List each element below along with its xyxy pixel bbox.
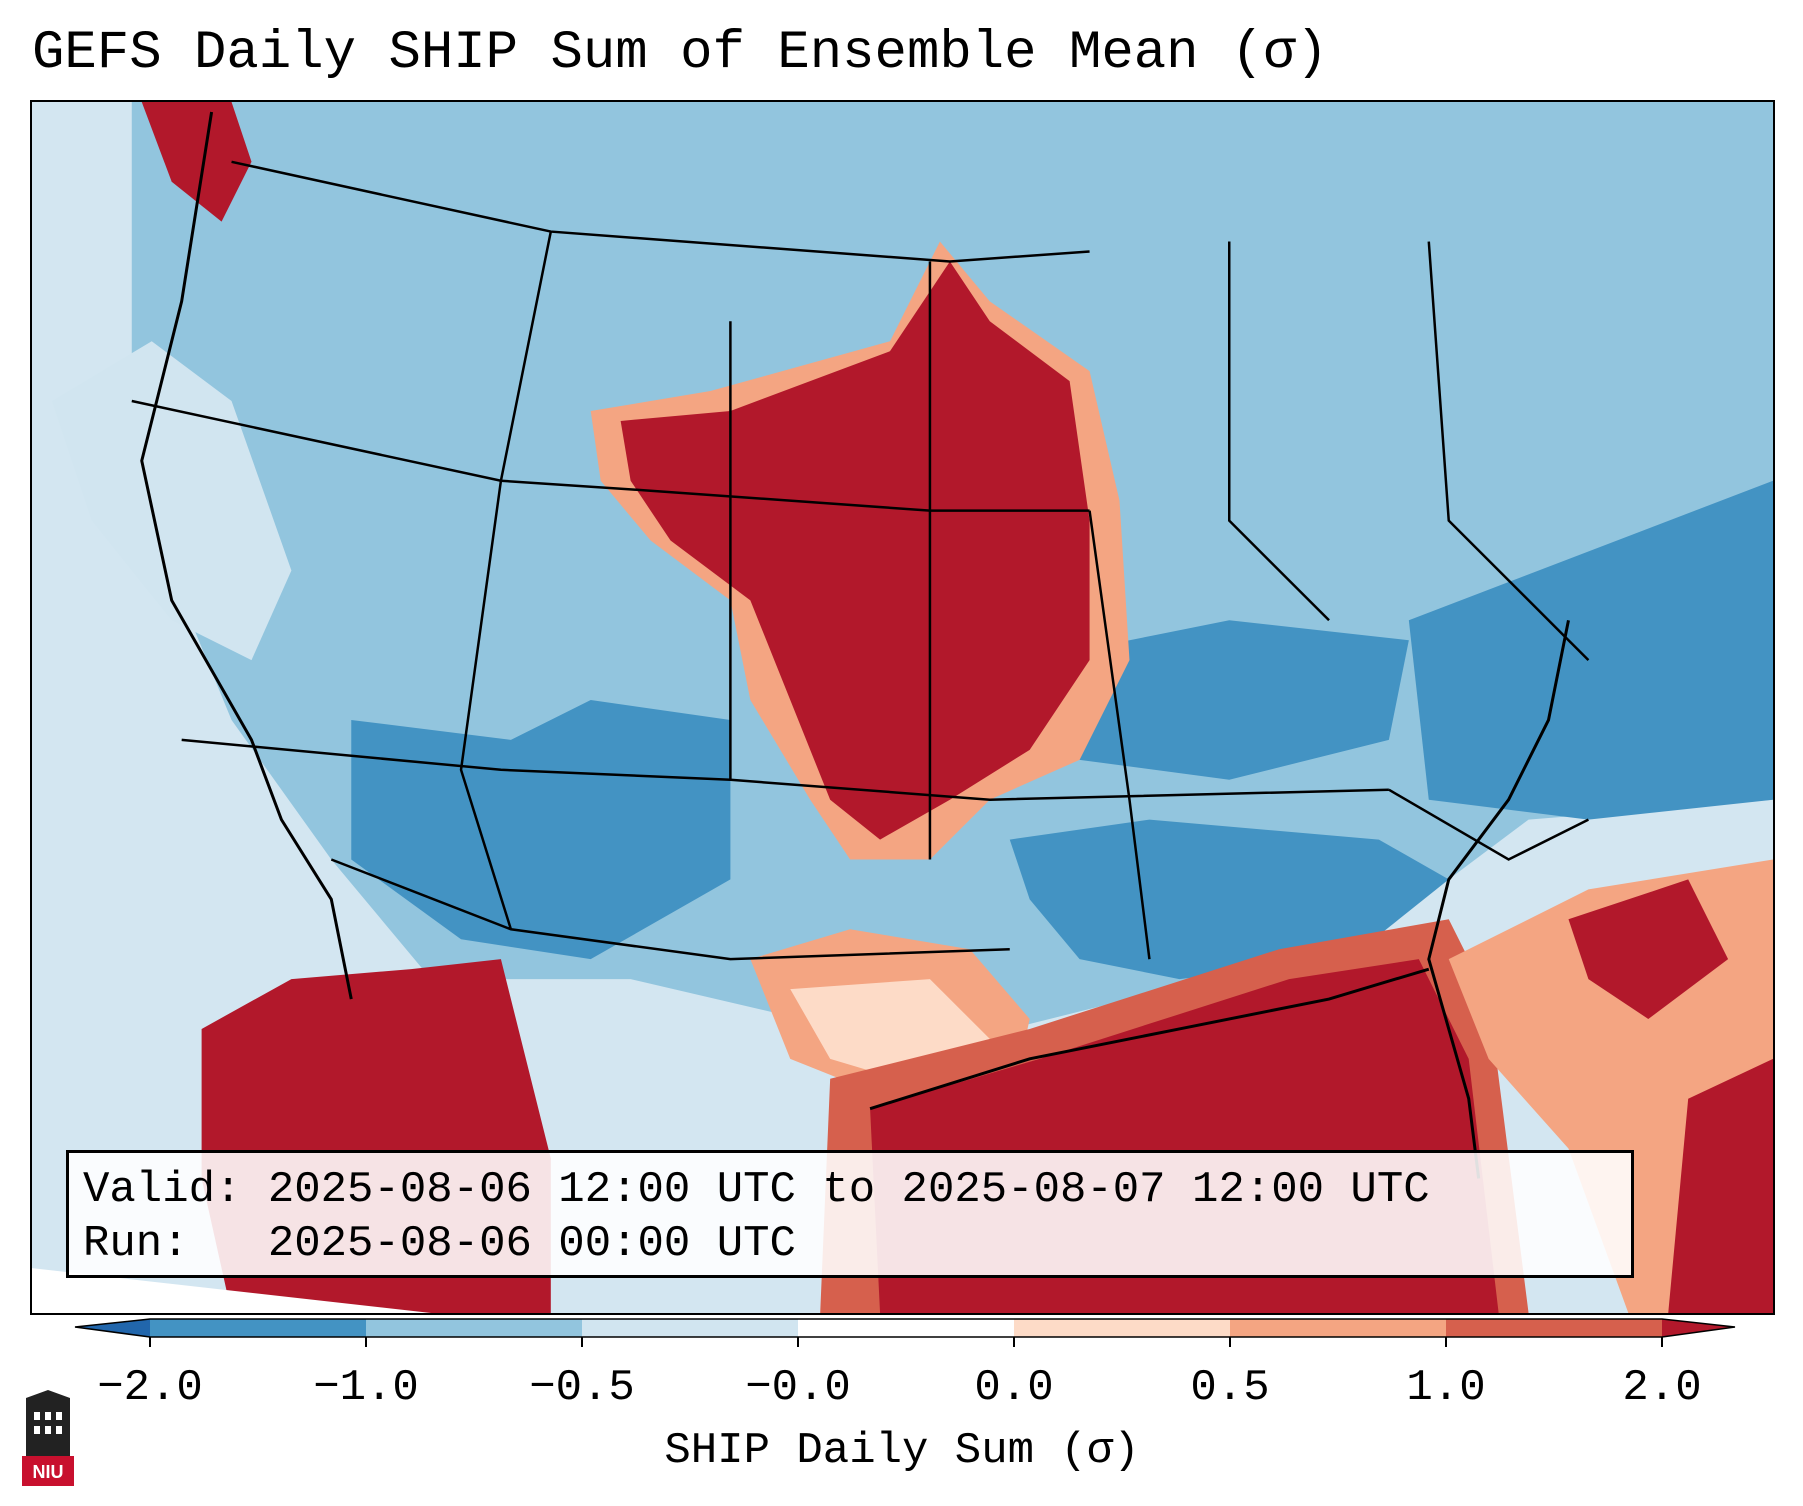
colorbar-bin-05-1: [1230, 1319, 1446, 1337]
colorbar-tick-label: 1.0: [1406, 1363, 1486, 1413]
colorbar-bin-0-05: [1014, 1319, 1230, 1337]
colorbar-tick-label: 0.5: [1190, 1363, 1270, 1413]
atlantic-red-core: [1568, 879, 1729, 1019]
blue-zone-pacific: [51, 341, 292, 661]
logo-text: NIU: [33, 1462, 64, 1482]
logo-banner: [22, 1456, 74, 1486]
colorbar-tick-label: 0.0: [974, 1363, 1054, 1413]
colorbar-bin-neg1-neg05: [366, 1319, 582, 1337]
run-value: 2025-08-06 00:00 UTC: [267, 1219, 796, 1269]
colorbar-bin-zero: [798, 1319, 1014, 1337]
colorbar-tick-label: −0.5: [529, 1363, 635, 1413]
valid-value: 2025-08-06 12:00 UTC to 2025-08-07 12:00…: [267, 1165, 1430, 1215]
coastlines: [140, 111, 1570, 1179]
pacific-northwest-red: [141, 102, 252, 222]
colorbar-tick-label: −1.0: [313, 1363, 419, 1413]
colorbar-under-arrow: [75, 1319, 150, 1337]
run-line: Run: 2025-08-06 00:00 UTC: [83, 1217, 1617, 1271]
state-boundaries: [131, 160, 1590, 961]
logo-roof: [26, 1390, 70, 1398]
niu-logo: NIU: [22, 1390, 74, 1486]
caribbean-red: [1668, 1058, 1773, 1313]
valid-line: Valid: 2025-08-06 12:00 UTC to 2025-08-0…: [83, 1163, 1617, 1217]
colorbar-label: SHIP Daily Sum (σ): [664, 1426, 1140, 1476]
colorbar-tick-label: −2.0: [97, 1363, 203, 1413]
run-label: Run:: [83, 1219, 189, 1269]
anomaly-map: [32, 102, 1773, 1313]
colorbar-bin-1-2: [1446, 1319, 1662, 1337]
colorbar-bin-neg2-neg1: [150, 1319, 366, 1337]
valid-time-box: Valid: 2025-08-06 12:00 UTC to 2025-08-0…: [66, 1150, 1634, 1278]
blue-zone-atlantic: [1408, 480, 1773, 820]
colorbar-over-arrow: [1662, 1319, 1735, 1337]
colorbar-tick-label: −0.0: [745, 1363, 851, 1413]
figure-title: GEFS Daily SHIP Sum of Ensemble Mean (σ): [32, 23, 1329, 84]
map-panel: [30, 100, 1775, 1315]
colorbar: [74, 1318, 1736, 1347]
valid-label: Valid:: [83, 1165, 242, 1215]
colorbar-tick-label: 2.0: [1622, 1363, 1702, 1413]
colorbar-bin-neg05-neg0: [582, 1319, 798, 1337]
plains-red-core: [620, 261, 1090, 840]
